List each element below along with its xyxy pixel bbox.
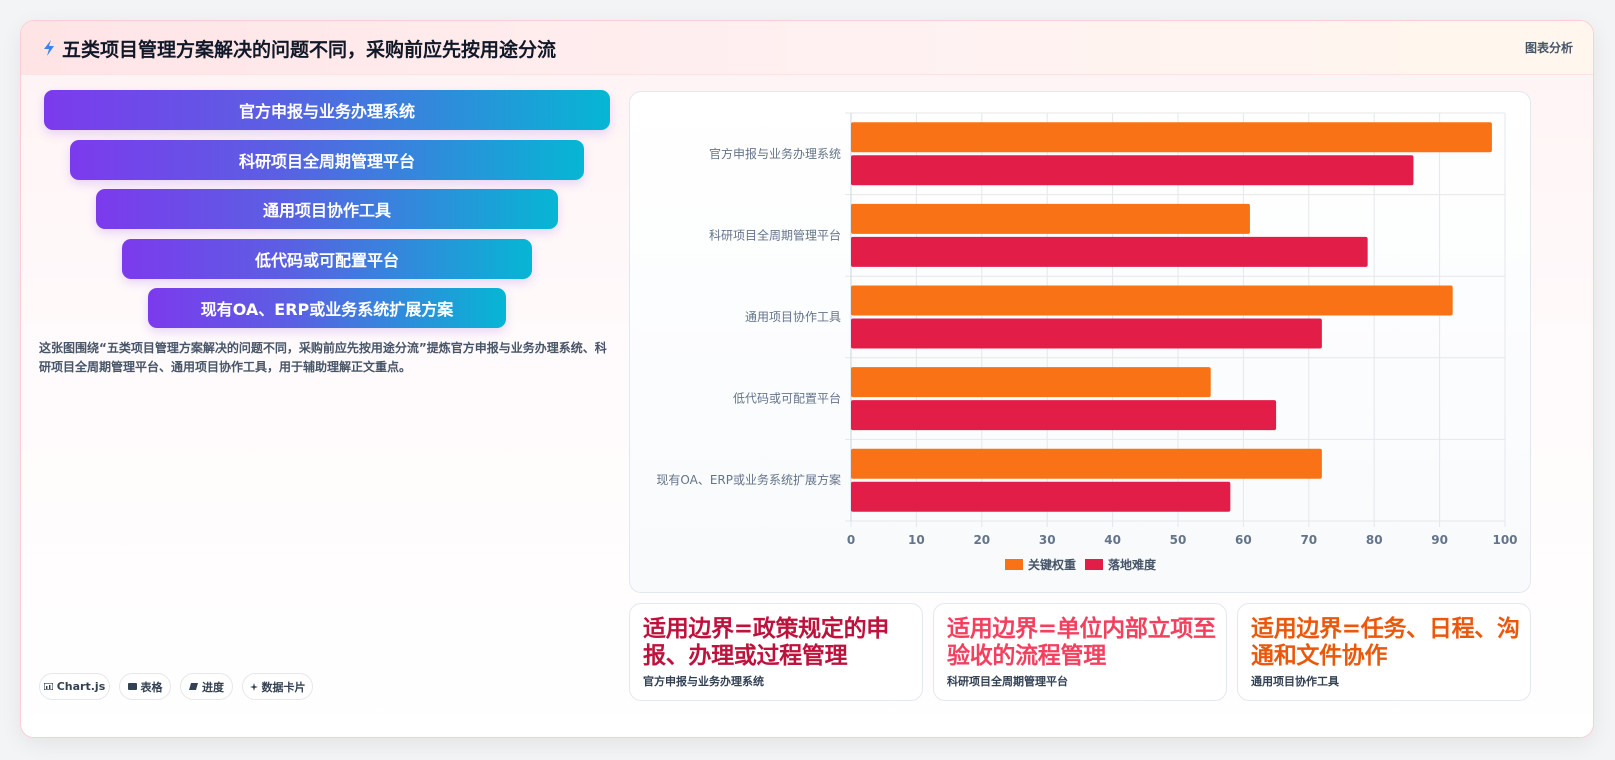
- legend-label: 关键权重: [1028, 557, 1076, 572]
- table-icon: [127, 683, 137, 690]
- bar-key-weight: [851, 448, 1322, 479]
- chart-icon: [43, 683, 53, 690]
- bar-key-weight: [851, 285, 1453, 316]
- y-tick-label: 现有OA、ERP或业务系统扩展方案: [656, 472, 841, 487]
- chip-label: Chart.js: [56, 680, 106, 693]
- chart-panel: 官方申报与业务办理系统 科研项目全周期管理平台通用项目协作工具低代码或可配置平台现…: [629, 91, 1531, 593]
- bar-key-weight: [851, 122, 1492, 153]
- chip-data-card[interactable]: 数据卡片: [242, 673, 313, 700]
- legend-label: 落地难度: [1108, 557, 1157, 572]
- chart-description: 这张图围绕“五类项目管理方案解决的问题不同，采购前应先按用途分流”提炼官方申报与…: [39, 341, 607, 374]
- funnel-item-3: 通用项目协作工具: [96, 189, 558, 229]
- kpi-value: 适用边界=政策规定的申报、办理或过程管理: [643, 616, 889, 669]
- chip-chartjs[interactable]: Chart.js: [39, 673, 110, 700]
- x-tick-label: 40: [1104, 533, 1121, 547]
- x-tick-label: 100: [1492, 533, 1517, 547]
- x-tick-label: 0: [847, 533, 855, 547]
- kpi-label: 科研项目全周期管理平台: [947, 675, 1068, 688]
- kpi-value: 适用边界=单位内部立项至验收的流程管理: [947, 616, 1216, 669]
- bar-difficulty: [851, 155, 1414, 186]
- x-tick-label: 70: [1300, 533, 1317, 547]
- funnel-item-5: 现有OA、ERP或业务系统扩展方案: [148, 288, 506, 328]
- bar-difficulty: [851, 236, 1368, 267]
- page-title: 五类项目管理方案解决的问题不同，采购前应先按用途分流: [62, 39, 557, 61]
- x-tick-label: 20: [973, 533, 990, 547]
- y-tick-label: 通用项目协作工具: [745, 309, 841, 324]
- legend-swatch: [1085, 559, 1103, 570]
- chip-label: 数据卡片: [261, 680, 306, 694]
- bar-key-weight: [851, 367, 1211, 398]
- chip-table[interactable]: 表格: [119, 673, 171, 700]
- kpi-card-2: 适用边界=单位内部立项至验收的流程管理 科研项目全周期管理平台: [933, 603, 1227, 701]
- analysis-card: 五类项目管理方案解决的问题不同，采购前应先按用途分流 图表分析 官方申报与业务办…: [20, 20, 1594, 738]
- x-tick-label: 10: [908, 533, 925, 547]
- bar-difficulty: [851, 400, 1277, 431]
- x-tick-label: 50: [1170, 533, 1187, 547]
- x-tick-label: 80: [1366, 533, 1383, 547]
- funnel-item-4: 低代码或可配置平台: [122, 239, 532, 279]
- legend-swatch: [1005, 559, 1023, 570]
- kpi-value: 适用边界=任务、日程、沟通和文件协作: [1251, 616, 1520, 669]
- x-tick-label: 90: [1431, 533, 1448, 547]
- chip-label: 进度: [202, 680, 224, 694]
- y-tick-label: 低代码或可配置平台: [733, 391, 841, 406]
- lightning-icon: [44, 40, 54, 56]
- sparkle-icon: [249, 682, 258, 691]
- chart-analysis-tag: 图表分析: [1524, 41, 1573, 55]
- funnel-item-2: 科研项目全周期管理平台: [70, 140, 584, 180]
- bar-difficulty: [851, 318, 1322, 349]
- bar-key-weight: [851, 203, 1250, 234]
- kpi-card-3: 适用边界=任务、日程、沟通和文件协作 通用项目协作工具: [1237, 603, 1531, 701]
- x-tick-label: 60: [1235, 533, 1252, 547]
- x-tick-label: 30: [1039, 533, 1056, 547]
- bar-chart: 官方申报与业务办理系统科研项目全周期管理平台通用项目协作工具低代码或可配置平台现…: [656, 112, 1518, 572]
- chip-label: 表格: [140, 680, 163, 694]
- y-tick-label: 官方申报与业务办理系统: [709, 146, 841, 161]
- card-header: 五类项目管理方案解决的问题不同，采购前应先按用途分流 图表分析: [21, 21, 1593, 75]
- funnel-item-1: 官方申报与业务办理系统: [44, 90, 610, 130]
- chip-progress[interactable]: 进度: [180, 673, 233, 700]
- y-tick-label: 科研项目全周期管理平台: [709, 227, 841, 242]
- progress-icon: [189, 683, 198, 690]
- kpi-card-1: 适用边界=政策规定的申报、办理或过程管理 官方申报与业务办理系统: [629, 603, 923, 701]
- kpi-label: 通用项目协作工具: [1251, 675, 1339, 688]
- bar-difficulty: [851, 481, 1231, 512]
- kpi-label: 官方申报与业务办理系统: [643, 675, 764, 688]
